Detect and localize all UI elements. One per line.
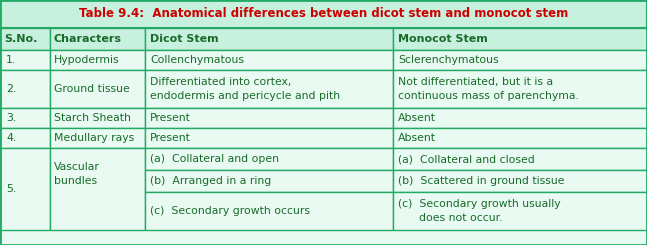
Bar	[0, 50, 50, 70]
Bar	[50, 128, 145, 148]
Text: Differentiated into cortex,
endodermis and pericycle and pith: Differentiated into cortex, endodermis a…	[150, 77, 340, 101]
Bar	[0, 28, 50, 50]
Text: 3.: 3.	[6, 113, 16, 123]
Text: Absent: Absent	[398, 113, 436, 123]
Bar	[145, 70, 393, 108]
Bar	[393, 108, 647, 128]
Bar	[393, 50, 647, 70]
Text: 5.: 5.	[6, 184, 16, 194]
Bar	[145, 170, 393, 192]
Text: (b)  Arranged in a ring: (b) Arranged in a ring	[150, 176, 271, 186]
Text: (a)  Collateral and closed: (a) Collateral and closed	[398, 154, 535, 164]
Text: Absent: Absent	[398, 133, 436, 143]
Bar	[393, 170, 647, 192]
Text: Monocot Stem: Monocot Stem	[398, 34, 488, 44]
Bar	[393, 192, 647, 230]
Bar	[145, 28, 393, 50]
Text: 2.: 2.	[6, 84, 16, 94]
Text: Ground tissue: Ground tissue	[54, 84, 130, 94]
Bar	[145, 50, 393, 70]
Bar	[50, 28, 145, 50]
Bar	[50, 148, 145, 230]
Text: Table 9.4:  Anatomical differences between dicot stem and monocot stem: Table 9.4: Anatomical differences betwee…	[79, 8, 568, 21]
Bar	[393, 128, 647, 148]
Bar	[393, 70, 647, 108]
Bar	[0, 0, 647, 28]
Bar	[393, 28, 647, 50]
Bar	[145, 148, 393, 170]
Text: 1.: 1.	[6, 55, 16, 65]
Text: Present: Present	[150, 133, 191, 143]
Text: (c)  Secondary growth occurs: (c) Secondary growth occurs	[150, 206, 310, 216]
Bar	[50, 70, 145, 108]
Text: S.No.: S.No.	[4, 34, 38, 44]
Bar	[50, 108, 145, 128]
Text: Not differentiated, but it is a
continuous mass of parenchyma.: Not differentiated, but it is a continuo…	[398, 77, 579, 101]
Text: Starch Sheath: Starch Sheath	[54, 113, 131, 123]
Text: Sclerenchymatous: Sclerenchymatous	[398, 55, 499, 65]
Bar	[0, 70, 50, 108]
Bar	[0, 108, 50, 128]
Text: (c)  Secondary growth usually
      does not occur.: (c) Secondary growth usually does not oc…	[398, 199, 560, 223]
Bar	[50, 50, 145, 70]
Bar	[0, 128, 50, 148]
Text: Collenchymatous: Collenchymatous	[150, 55, 244, 65]
Bar	[145, 192, 393, 230]
Bar	[0, 148, 50, 230]
Text: 4.: 4.	[6, 133, 16, 143]
Text: (a)  Collateral and open: (a) Collateral and open	[150, 154, 279, 164]
Text: Medullary rays: Medullary rays	[54, 133, 134, 143]
Text: Hypodermis: Hypodermis	[54, 55, 120, 65]
Bar	[145, 108, 393, 128]
Bar	[145, 128, 393, 148]
Text: Present: Present	[150, 113, 191, 123]
Text: (b)  Scattered in ground tissue: (b) Scattered in ground tissue	[398, 176, 564, 186]
Text: Characters: Characters	[54, 34, 122, 44]
Text: Dicot Stem: Dicot Stem	[150, 34, 219, 44]
Text: Vascular
bundles: Vascular bundles	[54, 162, 100, 186]
Bar	[393, 148, 647, 170]
